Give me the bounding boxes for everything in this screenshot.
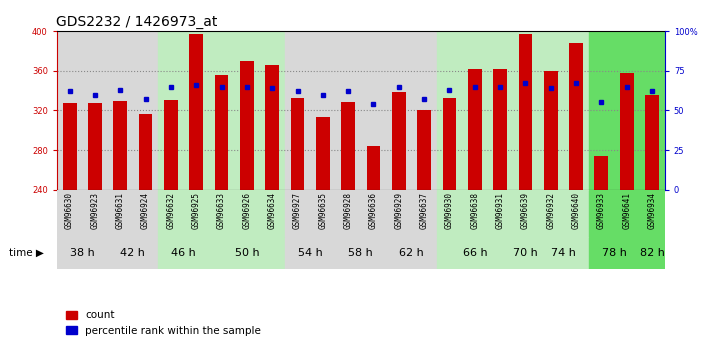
Text: 66 h: 66 h [462,248,487,258]
Bar [240,61,254,190]
Bar [164,100,178,190]
Bar [417,110,431,190]
Bar [518,34,533,190]
Bar [437,190,513,237]
Text: GSM96630: GSM96630 [65,192,74,229]
Bar [291,98,304,190]
Bar [594,156,609,190]
Bar [513,31,538,190]
Bar [285,31,336,190]
Text: GDS2232 / 1426973_at: GDS2232 / 1426973_at [56,14,218,29]
Text: 42 h: 42 h [120,248,145,258]
Bar [209,190,285,237]
Text: GSM96638: GSM96638 [470,192,479,229]
Text: GSM96631: GSM96631 [116,192,124,229]
Bar [57,237,107,269]
Bar [513,237,538,269]
Bar [620,73,634,190]
Text: GSM96929: GSM96929 [395,192,403,229]
Bar [392,91,406,190]
Bar [544,71,557,190]
Bar [538,31,589,190]
Text: GSM96639: GSM96639 [521,192,530,229]
Bar [570,43,583,190]
Bar [639,190,665,237]
Text: GSM96636: GSM96636 [369,192,378,229]
Text: 58 h: 58 h [348,248,373,258]
Bar [442,98,456,190]
Bar [639,237,665,269]
Bar [538,237,589,269]
Text: GSM96633: GSM96633 [217,192,226,229]
Text: 74 h: 74 h [551,248,576,258]
Text: GSM96933: GSM96933 [597,192,606,229]
Bar [209,31,285,190]
Bar [285,237,336,269]
Text: 46 h: 46 h [171,248,196,258]
Bar [57,31,107,190]
Bar [437,31,513,190]
Bar [468,69,482,190]
Bar [538,190,589,237]
Text: time ▶: time ▶ [9,248,43,258]
Bar [645,95,659,190]
Text: GSM96641: GSM96641 [622,192,631,229]
Bar [639,31,665,190]
Bar [107,237,159,269]
Text: GSM96924: GSM96924 [141,192,150,229]
Text: GSM96931: GSM96931 [496,192,505,229]
Bar [493,69,507,190]
Bar [386,237,437,269]
Bar [336,31,386,190]
Text: GSM96637: GSM96637 [419,192,429,229]
Text: GSM96934: GSM96934 [648,192,657,229]
Bar [336,237,386,269]
Bar [215,75,228,190]
Text: 50 h: 50 h [235,248,260,258]
Bar [209,237,285,269]
Bar [336,190,386,237]
Text: 54 h: 54 h [298,248,323,258]
Bar [513,190,538,237]
Text: 38 h: 38 h [70,248,95,258]
Text: GSM96923: GSM96923 [90,192,100,229]
Text: GSM96927: GSM96927 [293,192,302,229]
Text: 82 h: 82 h [640,248,665,258]
Bar [316,117,330,190]
Bar [589,237,639,269]
Text: 78 h: 78 h [602,248,626,258]
Text: GSM96640: GSM96640 [572,192,581,229]
Bar [367,146,380,190]
Text: GSM96634: GSM96634 [267,192,277,229]
Bar [159,31,209,190]
Bar [437,237,513,269]
Text: GSM96632: GSM96632 [166,192,176,229]
Bar [139,115,152,190]
Bar [285,190,336,237]
Bar [159,190,209,237]
Bar [589,190,639,237]
Text: GSM96930: GSM96930 [445,192,454,229]
Bar [265,65,279,190]
Text: 70 h: 70 h [513,248,538,258]
Bar [113,101,127,190]
Bar [107,31,159,190]
Bar [63,104,77,190]
Legend: count, percentile rank within the sample: count, percentile rank within the sample [62,306,265,340]
Bar [88,104,102,190]
Text: GSM96928: GSM96928 [343,192,353,229]
Text: GSM96932: GSM96932 [546,192,555,229]
Bar [159,237,209,269]
Text: GSM96926: GSM96926 [242,192,252,229]
Bar [189,34,203,190]
Bar [341,102,355,190]
Bar [386,31,437,190]
Text: GSM96635: GSM96635 [319,192,327,229]
Bar [107,190,159,237]
Bar [386,190,437,237]
Bar [57,190,107,237]
Text: GSM96925: GSM96925 [192,192,201,229]
Text: 62 h: 62 h [399,248,424,258]
Bar [589,31,639,190]
